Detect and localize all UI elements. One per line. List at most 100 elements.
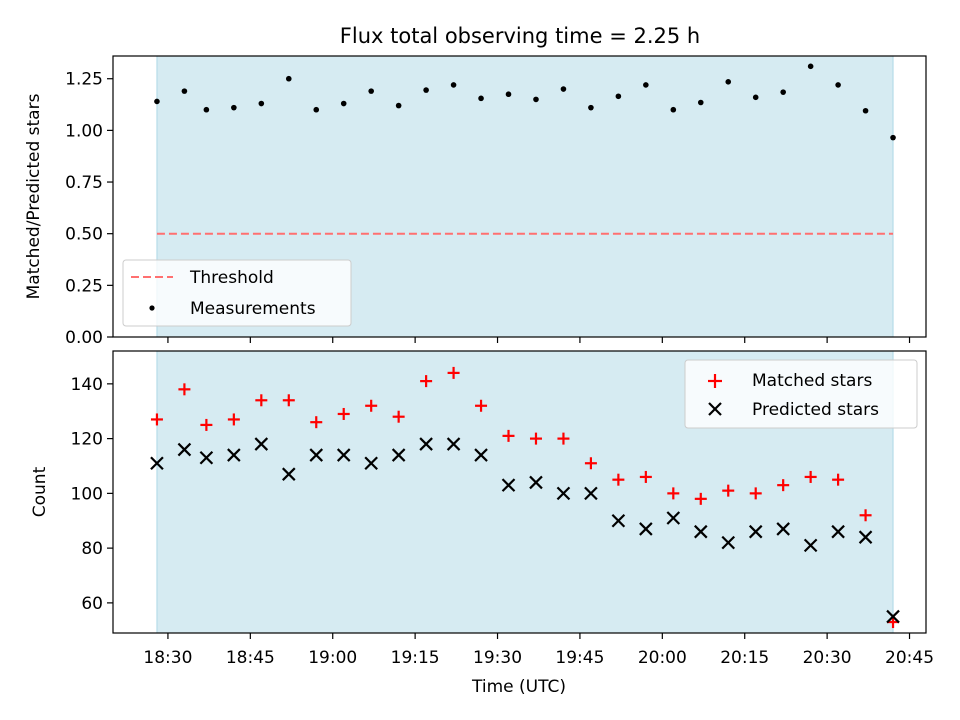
predicted-star-point: [254, 437, 269, 451]
matched-star-point: [475, 399, 488, 412]
matched-star-point: [255, 394, 268, 407]
predicted-star-point: [529, 475, 543, 490]
count-y-tick-label: 100: [71, 484, 103, 504]
matched-star-point: [584, 457, 597, 470]
measurement-point: [203, 106, 210, 113]
ratio-y-axis-label: Matched/Predicted stars: [24, 93, 44, 299]
matched-star-point: [337, 407, 350, 420]
measurement-point: [450, 82, 457, 88]
predicted-star-point: [177, 442, 192, 457]
measurement-point: [890, 134, 896, 141]
ratio-y-tick-label: 1.25: [65, 70, 103, 90]
ratio-x-ticks: [167, 337, 911, 343]
ratio-panel-frame: [112, 55, 927, 338]
measurement-points: [154, 63, 896, 141]
measurement-point: [395, 102, 402, 109]
measurement-point: [368, 88, 374, 94]
count-x-ticks: 18:30 18:45 19:00 19:15 19:30 19:45 20:00 20:15…: [143, 633, 934, 668]
x-tick-label: 19:00: [308, 648, 357, 668]
predicted-star-point: [721, 535, 736, 550]
matched-star-point: [282, 394, 295, 407]
predicted-star-point: [886, 609, 900, 624]
matched-star-point: [667, 487, 680, 500]
x-axis-label: Time (UTC): [471, 677, 566, 697]
measurement-point: [313, 106, 320, 113]
matched-star-point: [694, 492, 707, 505]
matched-star-point: [639, 470, 652, 483]
matched-star-point: [392, 410, 405, 423]
measurement-point: [340, 100, 347, 107]
legend-threshold-label: Threshold: [189, 268, 274, 288]
ratio-y-ticks: 0.00 0.25 0.50 0.75 1.00 1.25: [65, 70, 113, 348]
predicted-star-point: [584, 486, 598, 501]
predicted-star-point: [150, 456, 164, 471]
predicted-star-point: [474, 448, 488, 462]
ratio-legend: Threshold Measurements: [122, 259, 352, 327]
measurement-point: [181, 88, 188, 94]
x-tick-label: 20:00: [638, 648, 687, 668]
matched-star-point: [178, 383, 191, 396]
measurement-point: [615, 93, 622, 100]
legend-matched-label: Matched stars: [752, 371, 872, 391]
ratio-panel: 0.00 0.25 0.50 0.75 1.00 1.25 Matched/Predict…: [24, 55, 927, 348]
matched-star-point: [447, 366, 460, 379]
measurement-point: [643, 82, 649, 88]
x-tick-label: 20:30: [803, 648, 852, 668]
count-y-tick-label: 60: [81, 594, 103, 614]
predicted-star-point: [831, 524, 845, 539]
ratio-y-tick-label: 0.25: [65, 276, 103, 296]
matched-star-point: [612, 473, 625, 486]
legend-measurements-label: Measurements: [190, 299, 316, 319]
matched-star-point: [227, 413, 240, 426]
measurement-point: [588, 104, 594, 111]
matched-star-point: [420, 375, 433, 388]
predicted-star-point: [282, 467, 296, 481]
measurement-point: [807, 63, 814, 70]
measurement-point: [780, 89, 786, 95]
matched-star-point: [722, 484, 735, 497]
ratio-y-tick-label: 1.00: [65, 121, 103, 141]
matched-star-point: [859, 509, 872, 522]
legend-predicted-swatch: [708, 402, 722, 416]
legend-predicted-label: Predicted stars: [752, 400, 879, 420]
chart-title: Flux total observing time = 2.25 h: [340, 24, 700, 48]
predicted-star-point: [803, 538, 818, 553]
ratio-y-tick-label: 0.75: [65, 173, 103, 193]
measurement-point: [258, 100, 265, 107]
measurement-point: [505, 91, 512, 98]
predicted-star-point: [199, 450, 214, 465]
count-y-axis-label: Count: [30, 466, 50, 517]
legend-measurements-swatch: [149, 305, 155, 311]
predicted-star-point: [666, 511, 681, 525]
predicted-star-point: [776, 522, 790, 536]
x-tick-label: 18:45: [226, 648, 275, 668]
predicted-star-point: [446, 437, 461, 451]
predicted-star-point: [611, 513, 626, 528]
predicted-star-point: [556, 486, 571, 501]
predicted-star-point: [227, 448, 241, 462]
measurement-point: [725, 79, 732, 85]
matched-star-point: [777, 479, 790, 492]
measurement-point: [862, 107, 869, 114]
matched-star-point: [310, 416, 323, 429]
legend-matched-swatch: [708, 374, 722, 388]
matched-star-point: [557, 432, 570, 445]
matched-star-point: [365, 399, 378, 412]
measurement-point: [560, 86, 567, 92]
count-legend: Matched stars Predicted stars: [684, 359, 918, 429]
x-tick-label: 19:15: [391, 648, 440, 668]
predicted-star-point: [364, 456, 378, 471]
measurement-point: [478, 95, 484, 102]
measurement-point: [835, 82, 841, 88]
predicted-star-point: [858, 530, 873, 544]
matched-star-point: [502, 429, 515, 442]
ratio-y-tick-label: 0.50: [65, 225, 103, 245]
x-tick-label: 18:30: [143, 648, 192, 668]
measurement-point: [697, 99, 704, 106]
matched-star-point: [529, 432, 542, 445]
predicted-star-point: [391, 448, 406, 462]
ratio-y-tick-label: 0.00: [65, 328, 103, 348]
matched-star-point: [749, 487, 762, 500]
